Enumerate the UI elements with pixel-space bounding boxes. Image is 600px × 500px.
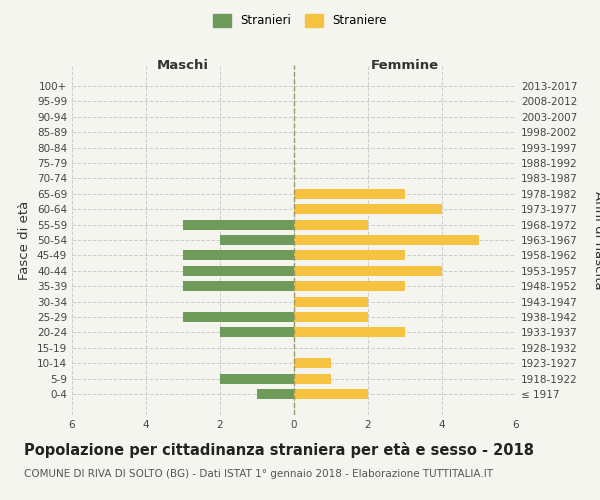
Bar (294, 266, 442, 276)
Y-axis label: Anni di nascita: Anni di nascita (592, 190, 600, 290)
Bar (220, 328, 294, 338)
Text: COMUNE DI RIVA DI SOLTO (BG) - Dati ISTAT 1° gennaio 2018 - Elaborazione TUTTITA: COMUNE DI RIVA DI SOLTO (BG) - Dati ISTA… (24, 469, 493, 479)
Bar (183, 250, 294, 260)
Text: Maschi: Maschi (157, 59, 209, 72)
Bar (220, 235, 294, 245)
Bar (294, 374, 331, 384)
Bar (294, 204, 442, 214)
Bar (294, 296, 368, 306)
Bar (183, 312, 294, 322)
Bar (220, 374, 294, 384)
Bar (183, 266, 294, 276)
Bar (294, 220, 368, 230)
Bar (294, 358, 331, 368)
Text: Popolazione per cittadinanza straniera per età e sesso - 2018: Popolazione per cittadinanza straniera p… (24, 442, 534, 458)
Bar (294, 281, 405, 291)
Bar (294, 312, 368, 322)
Bar (183, 281, 294, 291)
Bar (294, 328, 405, 338)
Bar (294, 250, 405, 260)
Bar (294, 235, 479, 245)
Bar (183, 220, 294, 230)
Text: Femmine: Femmine (371, 59, 439, 72)
Legend: Stranieri, Straniere: Stranieri, Straniere (209, 11, 391, 31)
Bar (257, 389, 294, 399)
Bar (294, 189, 405, 199)
Bar (294, 389, 368, 399)
Y-axis label: Fasce di età: Fasce di età (19, 200, 31, 280)
